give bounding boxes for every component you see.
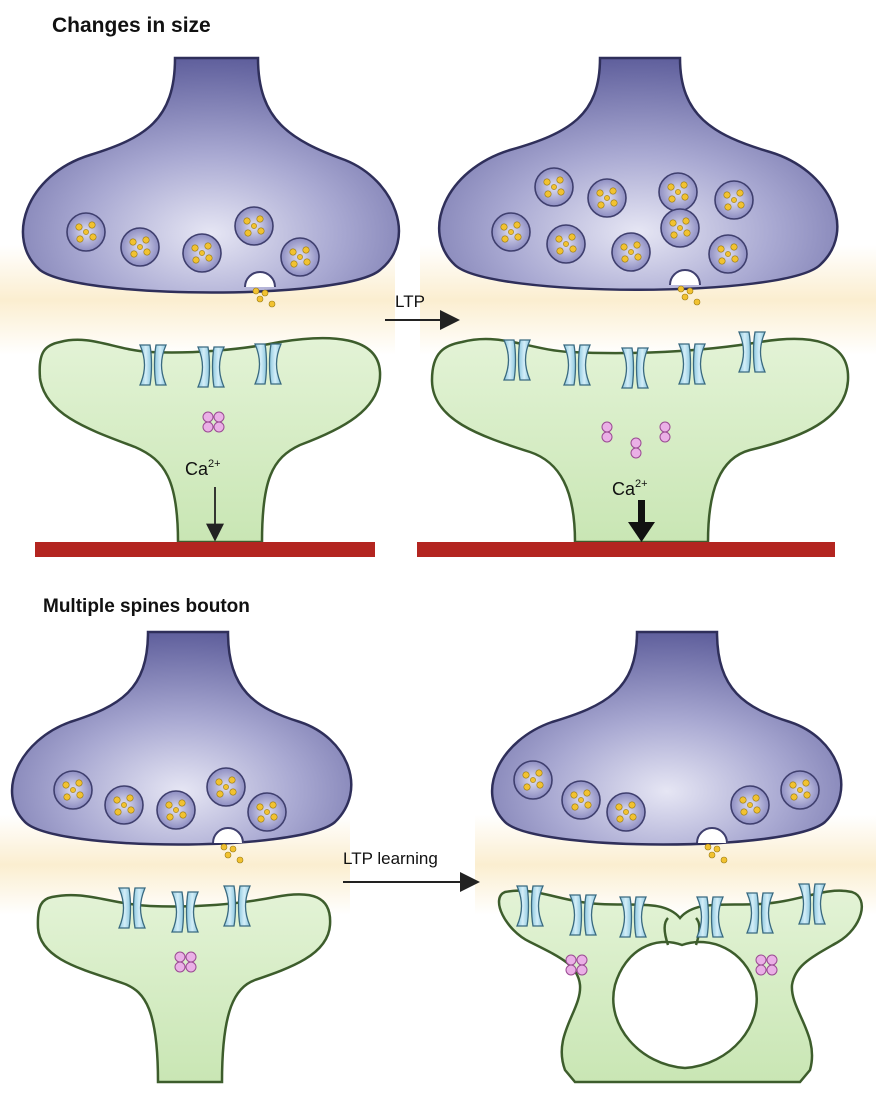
presynaptic-bouton-bottom-right	[492, 632, 841, 845]
panel-title-changes-in-size: Changes in size	[52, 14, 211, 38]
ltp-learning-label: LTP learning	[343, 849, 438, 868]
panel-title-multiple-spines-bouton: Multiple spines bouton	[43, 596, 250, 618]
postsynaptic-spine-bottom-left	[38, 894, 330, 1082]
highlight-bar-right	[417, 542, 835, 557]
highlight-bar-left	[35, 542, 375, 557]
ltp-label: LTP	[395, 292, 425, 311]
